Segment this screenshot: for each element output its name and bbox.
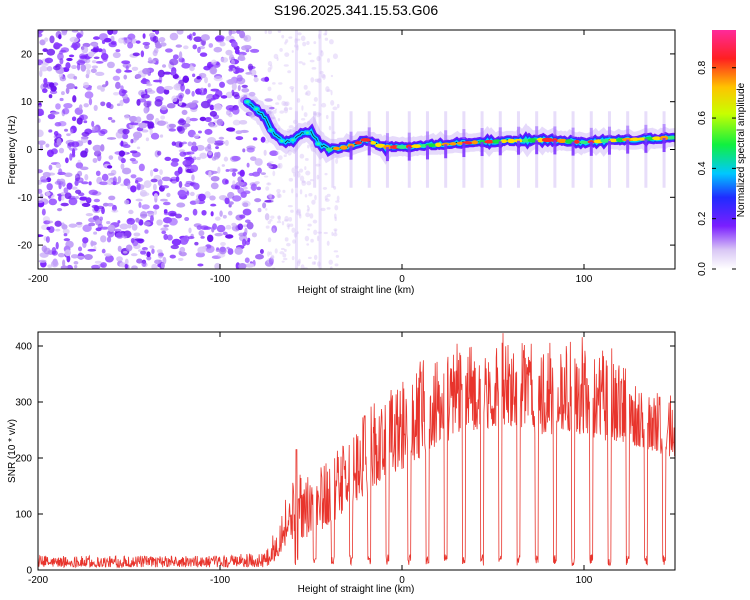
chart-title: S196.2025.341.15.53.G06 — [274, 2, 438, 18]
colorbar-label: Normalized spectral amplitude — [736, 82, 747, 217]
spectrogram-y-tick-label: -10 — [18, 193, 33, 204]
spectrogram-y-ticks: -20 -10 0 10 20 — [18, 49, 675, 252]
spectrogram-x-axis-label: Height of straight line (km) — [298, 285, 415, 296]
spectrogram-ridge — [238, 93, 675, 165]
snr-y-tick-label: 100 — [15, 510, 32, 521]
colorbar-tick-label: 0.8 — [697, 60, 708, 74]
snr-y-tick-label: 300 — [15, 398, 32, 409]
spectrogram-y-axis-label: Frequency (Hz) — [7, 116, 18, 185]
snr-x-tick-label: -200 — [28, 575, 48, 586]
colorbar-tick-label: 0.0 — [697, 262, 708, 276]
snr-y-ticks: 0 100 200 300 400 — [15, 342, 675, 577]
snr-y-tick-label: 400 — [15, 342, 32, 353]
spectrogram-x-ticks: -200 -100 0 100 — [28, 30, 593, 285]
colorbar-gradient — [712, 30, 736, 269]
spectrogram-y-tick-label: 10 — [21, 97, 33, 108]
colorbar-ticks: 0.0 0.2 0.4 0.6 0.8 — [697, 60, 736, 276]
spectrogram-x-tick-label: 100 — [576, 274, 593, 285]
colorbar: 0.0 0.2 0.4 0.6 0.8 Normalized spectral ampl… — [697, 30, 747, 276]
spectrogram-y-tick-label: 0 — [26, 145, 32, 156]
spectrogram-x-tick-label: -100 — [210, 274, 230, 285]
spectrogram-x-tick-label: 0 — [399, 274, 405, 285]
colorbar-tick-label: 0.6 — [697, 111, 708, 125]
snr-panel: -200 -100 0 100 0 100 200 300 400 Height of str… — [7, 331, 676, 595]
snr-x-ticks: -200 -100 0 100 — [28, 332, 593, 586]
snr-x-tick-label: -100 — [210, 575, 230, 586]
snr-y-tick-label: 0 — [26, 566, 32, 577]
colorbar-tick-label: 0.4 — [697, 161, 708, 175]
snr-x-tick-label: 0 — [399, 575, 405, 586]
snr-x-tick-label: 100 — [576, 575, 593, 586]
spectrogram-y-tick-label: 20 — [21, 49, 33, 60]
colorbar-tick-label: 0.2 — [697, 211, 708, 225]
spectrogram-x-tick-label: -200 — [28, 274, 48, 285]
spectrogram-y-tick-label: -20 — [18, 241, 33, 252]
snr-frame — [37, 331, 676, 571]
snr-series-line — [38, 333, 675, 569]
snr-x-axis-label: Height of straight line (km) — [298, 584, 415, 595]
snr-y-axis-label: SNR (10 * v/v) — [7, 419, 18, 483]
snr-y-tick-label: 200 — [15, 454, 32, 465]
spectrogram-speckle — [38, 30, 666, 269]
